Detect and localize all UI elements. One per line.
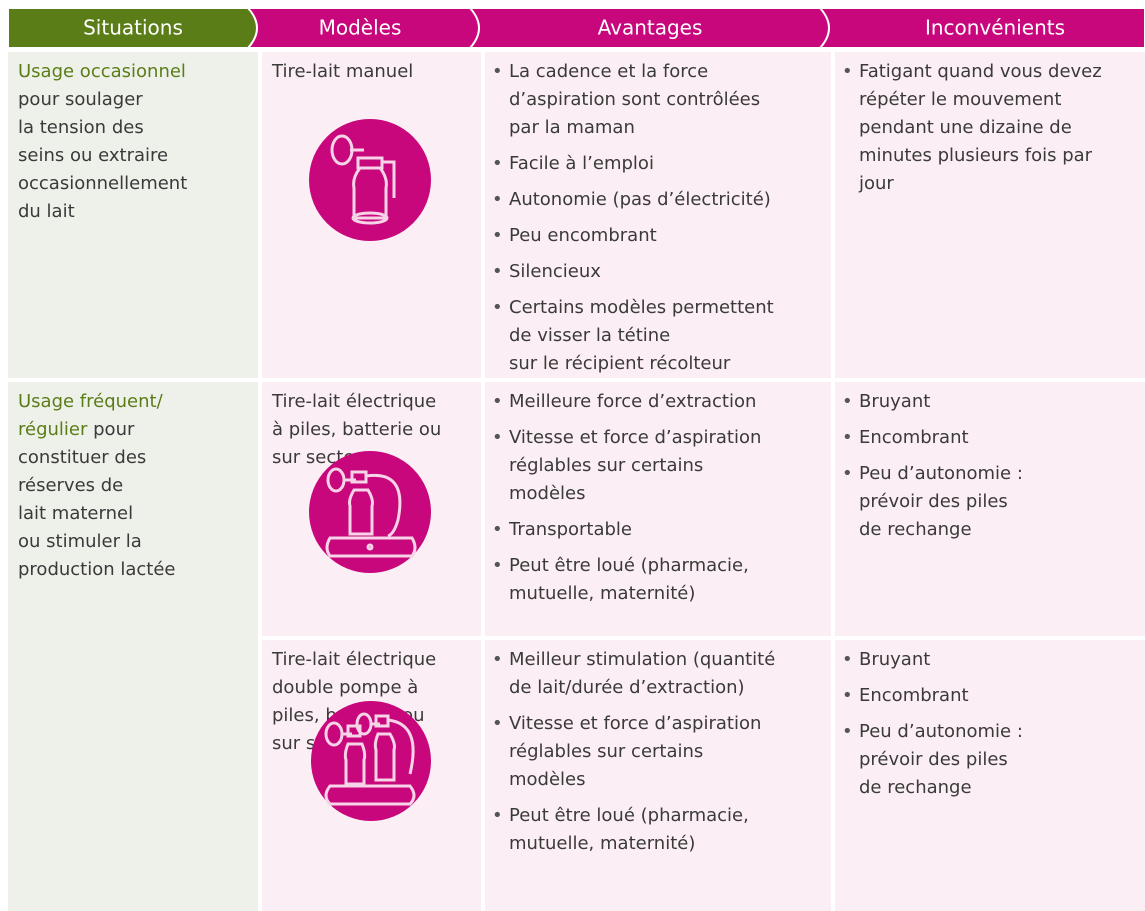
bullet-item: Facile à l’emploi — [485, 150, 825, 178]
bullet-item: Transportable — [485, 516, 825, 544]
advantages-list: La cadence et la force d’aspiration sont… — [485, 52, 831, 378]
drawbacks-list: Bruyant Encombrant Peu d’autonomie : prévo… — [835, 382, 1145, 544]
column-header: Avantages — [598, 16, 703, 40]
drawbacks-list: Fatigant quand vous devez répéter le mou… — [835, 52, 1145, 198]
bullet-item: Peut être loué (pharmacie, mutuelle, mat… — [485, 552, 825, 608]
situation-text: pour constituer des réserves de lait mat… — [18, 419, 176, 580]
column-header: Inconvénients — [925, 16, 1065, 40]
bullet-item: Encombrant — [835, 682, 1139, 710]
situation-text: pour soulager la tension des seins ou ex… — [18, 89, 188, 222]
bullet-item: Vitesse et force d’aspiration réglables … — [485, 710, 825, 794]
model-cell: Tire-lait électrique à piles, batterie o… — [262, 382, 481, 636]
situation-highlight: Usage occasionnel — [18, 61, 186, 82]
bullet-item: Peu d’autonomie : prévoir des piles de r… — [835, 718, 1139, 802]
bullet-item: Peut être loué (pharmacie, mutuelle, mat… — [485, 802, 825, 858]
advantages-cell: Meilleur stimulation (quantité de lait/d… — [485, 640, 831, 911]
drawbacks-cell: Bruyant Encombrant Peu d’autonomie : prévo… — [835, 640, 1145, 911]
bullet-item: Peu encombrant — [485, 222, 825, 250]
bullet-item: La cadence et la force d’aspiration sont… — [485, 58, 825, 142]
header-bar: Situations Modèles Avantages Inconvénien… — [7, 7, 1145, 49]
drawbacks-cell: Fatigant quand vous devez répéter le mou… — [835, 52, 1145, 378]
bullet-item: Bruyant — [835, 388, 1139, 416]
advantages-cell: Meilleure force d’extraction Vitesse et f… — [485, 382, 831, 636]
situation-cell: Usage fréquent/ régulier pour constituer… — [8, 382, 258, 911]
drawbacks-cell: Bruyant Encombrant Peu d’autonomie : prévo… — [835, 382, 1145, 636]
header-cell — [7, 7, 258, 49]
electric-pump-icon — [309, 451, 431, 573]
bullet-item: Vitesse et force d’aspiration réglables … — [485, 424, 825, 508]
situation-highlight: Usage fréquent/ régulier — [18, 391, 163, 440]
bullet-item: Silencieux — [485, 258, 825, 286]
model-name: Tire-lait manuel — [272, 61, 414, 82]
advantages-list: Meilleur stimulation (quantité de lait/d… — [485, 640, 831, 858]
column-header: Modèles — [319, 16, 402, 40]
bullet-item: Autonomie (pas d’électricité) — [485, 186, 825, 214]
bullet-item: Peu d’autonomie : prévoir des piles de r… — [835, 460, 1139, 544]
column-header: Situations — [83, 16, 183, 40]
bullet-item: Meilleur stimulation (quantité de lait/d… — [485, 646, 825, 702]
advantages-cell: La cadence et la force d’aspiration sont… — [485, 52, 831, 378]
model-name: Tire-lait électrique à piles, batterie o… — [272, 391, 442, 468]
bullet-item: Meilleure force d’extraction — [485, 388, 825, 416]
bullet-item: Bruyant — [835, 646, 1139, 674]
manual-pump-icon — [309, 119, 431, 241]
bullet-item: Fatigant quand vous devez répéter le mou… — [835, 58, 1139, 198]
situation-cell: Usage occasionnel pour soulager la tensi… — [8, 52, 258, 378]
drawbacks-list: Bruyant Encombrant Peu d’autonomie : prévo… — [835, 640, 1145, 802]
bullet-item: Encombrant — [835, 424, 1139, 452]
double-pump-icon — [311, 701, 431, 821]
advantages-list: Meilleure force d’extraction Vitesse et f… — [485, 382, 831, 608]
bullet-item: Certains modèles permettent de visser la… — [485, 294, 825, 378]
